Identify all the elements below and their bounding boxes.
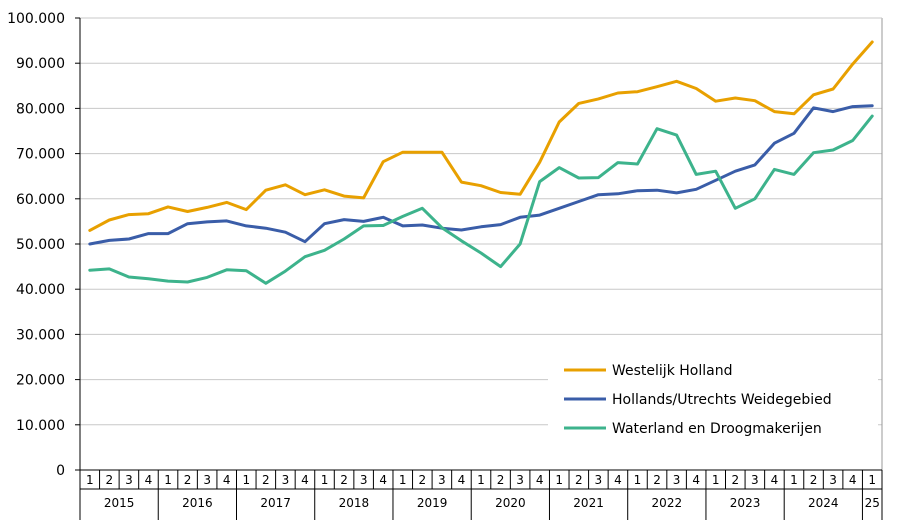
- y-tick-label: 40.000: [16, 282, 65, 298]
- y-tick-label: 20.000: [16, 373, 65, 389]
- quarter-label: 2: [418, 473, 426, 487]
- y-tick-label: 30.000: [16, 327, 65, 343]
- quarter-label: 3: [125, 473, 133, 487]
- quarter-label: 1: [164, 473, 172, 487]
- quarter-label: 4: [458, 473, 466, 487]
- series-lines: [88, 40, 874, 285]
- quarter-label: 3: [438, 473, 446, 487]
- quarter-label: 1: [555, 473, 563, 487]
- quarter-label: 3: [516, 473, 524, 487]
- quarter-label: 2: [340, 473, 348, 487]
- quarter-label: 2: [497, 473, 505, 487]
- y-tick-label: 90.000: [16, 56, 65, 72]
- quarter-label: 4: [301, 473, 309, 487]
- quarter-label: 3: [282, 473, 290, 487]
- quarter-label: 4: [614, 473, 622, 487]
- quarter-label: 3: [360, 473, 368, 487]
- series-line-2: [88, 104, 874, 246]
- year-label: 2021: [573, 496, 604, 510]
- quarter-label: 3: [595, 473, 603, 487]
- quarter-label: 3: [751, 473, 759, 487]
- quarter-label: 4: [771, 473, 779, 487]
- quarter-label: 4: [536, 473, 544, 487]
- quarter-label: 1: [712, 473, 720, 487]
- year-label: 2017: [260, 496, 291, 510]
- y-tick-label: 60.000: [16, 192, 65, 208]
- quarter-label: 1: [634, 473, 642, 487]
- year-label: 2019: [417, 496, 448, 510]
- y-tick-label: 100.000: [7, 11, 65, 27]
- quarter-label: 4: [379, 473, 387, 487]
- quarter-label: 2: [810, 473, 818, 487]
- legend-label-3: Waterland en Droogmakerijen: [612, 421, 822, 437]
- y-tick-label: 10.000: [16, 418, 65, 434]
- series-line-3: [88, 114, 874, 285]
- quarter-label: 3: [673, 473, 681, 487]
- legend-label-2: Hollands/Utrechts Weidegebied: [612, 392, 832, 408]
- gridlines: [80, 17, 883, 470]
- year-label: 2024: [808, 496, 839, 510]
- quarter-label: 2: [262, 473, 270, 487]
- quarter-label: 1: [868, 473, 876, 487]
- quarter-label: 1: [86, 473, 94, 487]
- quarter-label: 1: [790, 473, 798, 487]
- quarter-label: 2: [184, 473, 192, 487]
- quarter-label: 4: [692, 473, 700, 487]
- legend: Westelijk Holland Hollands/Utrechts Weide…: [548, 348, 878, 443]
- quarter-label: 3: [829, 473, 837, 487]
- y-tick-label: 0: [56, 463, 65, 479]
- year-label: 2022: [652, 496, 683, 510]
- quarter-label: 1: [242, 473, 250, 487]
- series-line-1: [88, 40, 874, 232]
- y-tick-label: 50.000: [16, 237, 65, 253]
- year-label: 2023: [730, 496, 761, 510]
- quarter-label: 2: [575, 473, 583, 487]
- year-label: 2016: [182, 496, 213, 510]
- quarter-label: 1: [321, 473, 329, 487]
- y-tick-label: 80.000: [16, 101, 65, 117]
- y-tick-label: 70.000: [16, 147, 65, 163]
- quarter-label: 1: [477, 473, 485, 487]
- quarter-label: 4: [849, 473, 857, 487]
- quarter-label: 3: [203, 473, 211, 487]
- quarter-label: 1: [399, 473, 407, 487]
- quarter-label: 4: [145, 473, 153, 487]
- legend-label-1: Westelijk Holland: [612, 363, 732, 379]
- quarter-label: 2: [653, 473, 661, 487]
- year-label: 2018: [339, 496, 370, 510]
- quarter-label: 4: [223, 473, 231, 487]
- quarter-label: 2: [731, 473, 739, 487]
- y-axis: 0 10.000 20.000 30.000 40.000 50.000 60.000 70.…: [7, 11, 81, 479]
- year-label: 2020: [495, 496, 526, 510]
- quarter-label: 2: [106, 473, 114, 487]
- year-label: 25: [865, 496, 880, 510]
- year-label: 2015: [104, 496, 135, 510]
